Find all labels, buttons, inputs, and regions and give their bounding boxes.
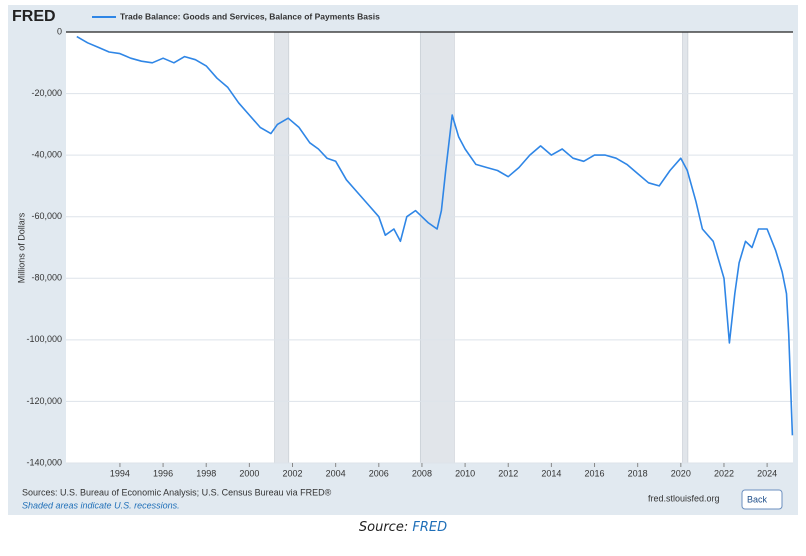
y-tick-label: -100,000	[26, 334, 62, 344]
x-tick-label: 2012	[498, 468, 518, 478]
y-tick-label: 0	[57, 26, 62, 36]
caption-link[interactable]: FRED	[412, 520, 448, 535]
logo: FRED	[12, 8, 56, 25]
x-tick-label: 1998	[196, 468, 216, 478]
x-tick-label: 2008	[412, 468, 432, 478]
caption: Source: FRED	[0, 520, 806, 535]
chart: FRED Trade Balance: Goods and Services, …	[8, 5, 798, 515]
x-tick-label: 2006	[369, 468, 389, 478]
data-line	[76, 35, 794, 436]
y-tick-label: -60,000	[31, 211, 62, 221]
x-tick-label: 1994	[110, 468, 130, 478]
x-tick-label: 2020	[671, 468, 691, 478]
recession-band	[274, 31, 290, 464]
x-tick-label: 2022	[714, 468, 734, 478]
y-tick-label: -140,000	[26, 457, 62, 467]
x-tick-label: 2016	[585, 468, 605, 478]
y-tick-label: -80,000	[31, 273, 62, 283]
recession-note: Shaded areas indicate U.S. recessions.	[22, 500, 180, 510]
x-tick-label: 1996	[153, 468, 173, 478]
x-tick-label: 2014	[541, 468, 561, 478]
x-tick-label: 2024	[757, 468, 777, 478]
x-tick-label: 2000	[239, 468, 259, 478]
x-tick-label: 2010	[455, 468, 475, 478]
y-tick-label: -120,000	[26, 396, 62, 406]
x-tick-label: 2002	[282, 468, 302, 478]
y-tick-label: -40,000	[31, 150, 62, 160]
x-tick-label: 2018	[628, 468, 648, 478]
recession-band	[419, 31, 455, 464]
site: fred.stlouisfed.org	[648, 493, 720, 503]
y-tick-label: -20,000	[31, 88, 62, 98]
y-axis-label: Millions of Dollars	[16, 212, 26, 283]
x-tick-label: 2004	[326, 468, 346, 478]
legend-label: Trade Balance: Goods and Services, Balan…	[120, 11, 380, 21]
back-button[interactable]	[741, 489, 783, 510]
caption-prefix: Source:	[358, 520, 409, 535]
sources: Sources: U.S. Bureau of Economic Analysi…	[22, 487, 332, 497]
back-label[interactable]: Back	[747, 494, 768, 504]
recession-band	[682, 31, 689, 464]
